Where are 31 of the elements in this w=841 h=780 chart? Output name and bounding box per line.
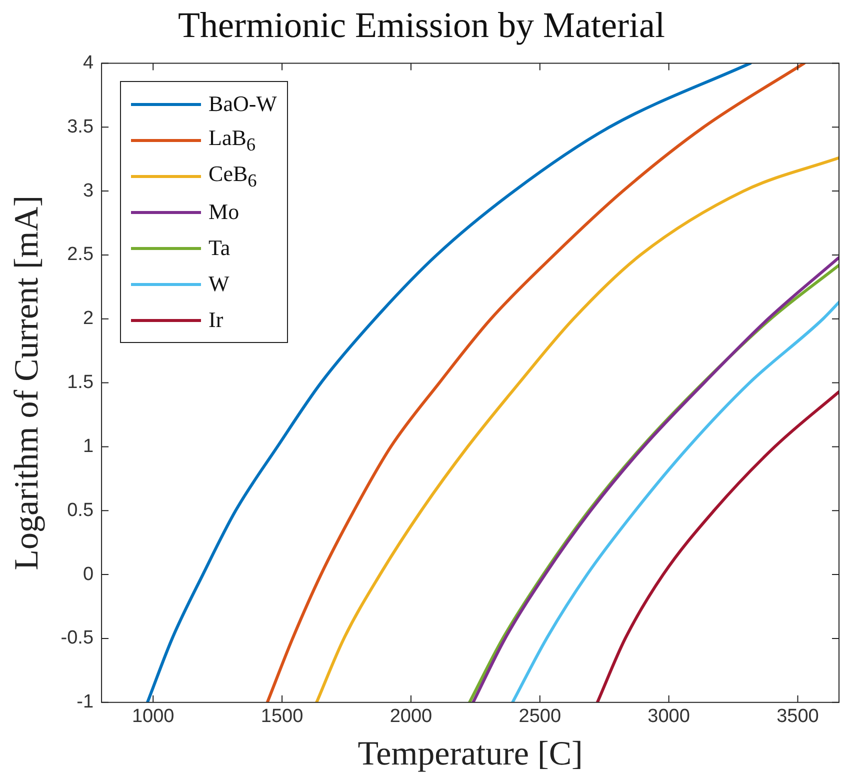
legend-label: W bbox=[208, 271, 230, 298]
x-tick-label: 1500 bbox=[260, 706, 304, 728]
x-axis-title: Temperature [C] bbox=[358, 736, 583, 773]
y-tick-label: 1 bbox=[82, 436, 94, 457]
legend-label: Ir bbox=[208, 307, 224, 334]
x-tick-label: 2000 bbox=[390, 706, 432, 728]
legend-label: BaO-W bbox=[208, 91, 277, 118]
x-tick-label: 1000 bbox=[132, 706, 174, 728]
y-tick-label: 0.5 bbox=[67, 500, 94, 521]
y-tick-label: -0.5 bbox=[60, 628, 94, 649]
line-series bbox=[596, 390, 839, 702]
y-tick-label: 4 bbox=[82, 52, 94, 74]
chart-title: Thermionic Emission by Material bbox=[178, 5, 665, 46]
y-tick-label: 3 bbox=[82, 180, 94, 202]
legend-label: Mo bbox=[208, 199, 240, 226]
line-series bbox=[511, 300, 839, 702]
legend-label: Ta bbox=[208, 235, 230, 262]
y-tick-label: 1.5 bbox=[67, 372, 94, 394]
legend-label: LaB$_{6}$ bbox=[208, 124, 256, 156]
line-series bbox=[146, 63, 752, 702]
legend-label: CeB$_{6}$ bbox=[208, 160, 257, 192]
y-axis-title: Logarithm of Current [mA] bbox=[8, 195, 46, 570]
x-tick-label: 2500 bbox=[518, 706, 562, 728]
y-tick-label: 3.5 bbox=[67, 116, 94, 138]
y-tick-label: 2 bbox=[82, 308, 94, 330]
y-tick-label: 2.5 bbox=[67, 244, 94, 266]
line-series bbox=[315, 156, 839, 702]
y-tick-label: 0 bbox=[82, 564, 94, 585]
x-tick-label: 3000 bbox=[648, 706, 690, 728]
x-tick-label: 3500 bbox=[776, 706, 819, 728]
y-tick-label: -1 bbox=[76, 692, 94, 713]
